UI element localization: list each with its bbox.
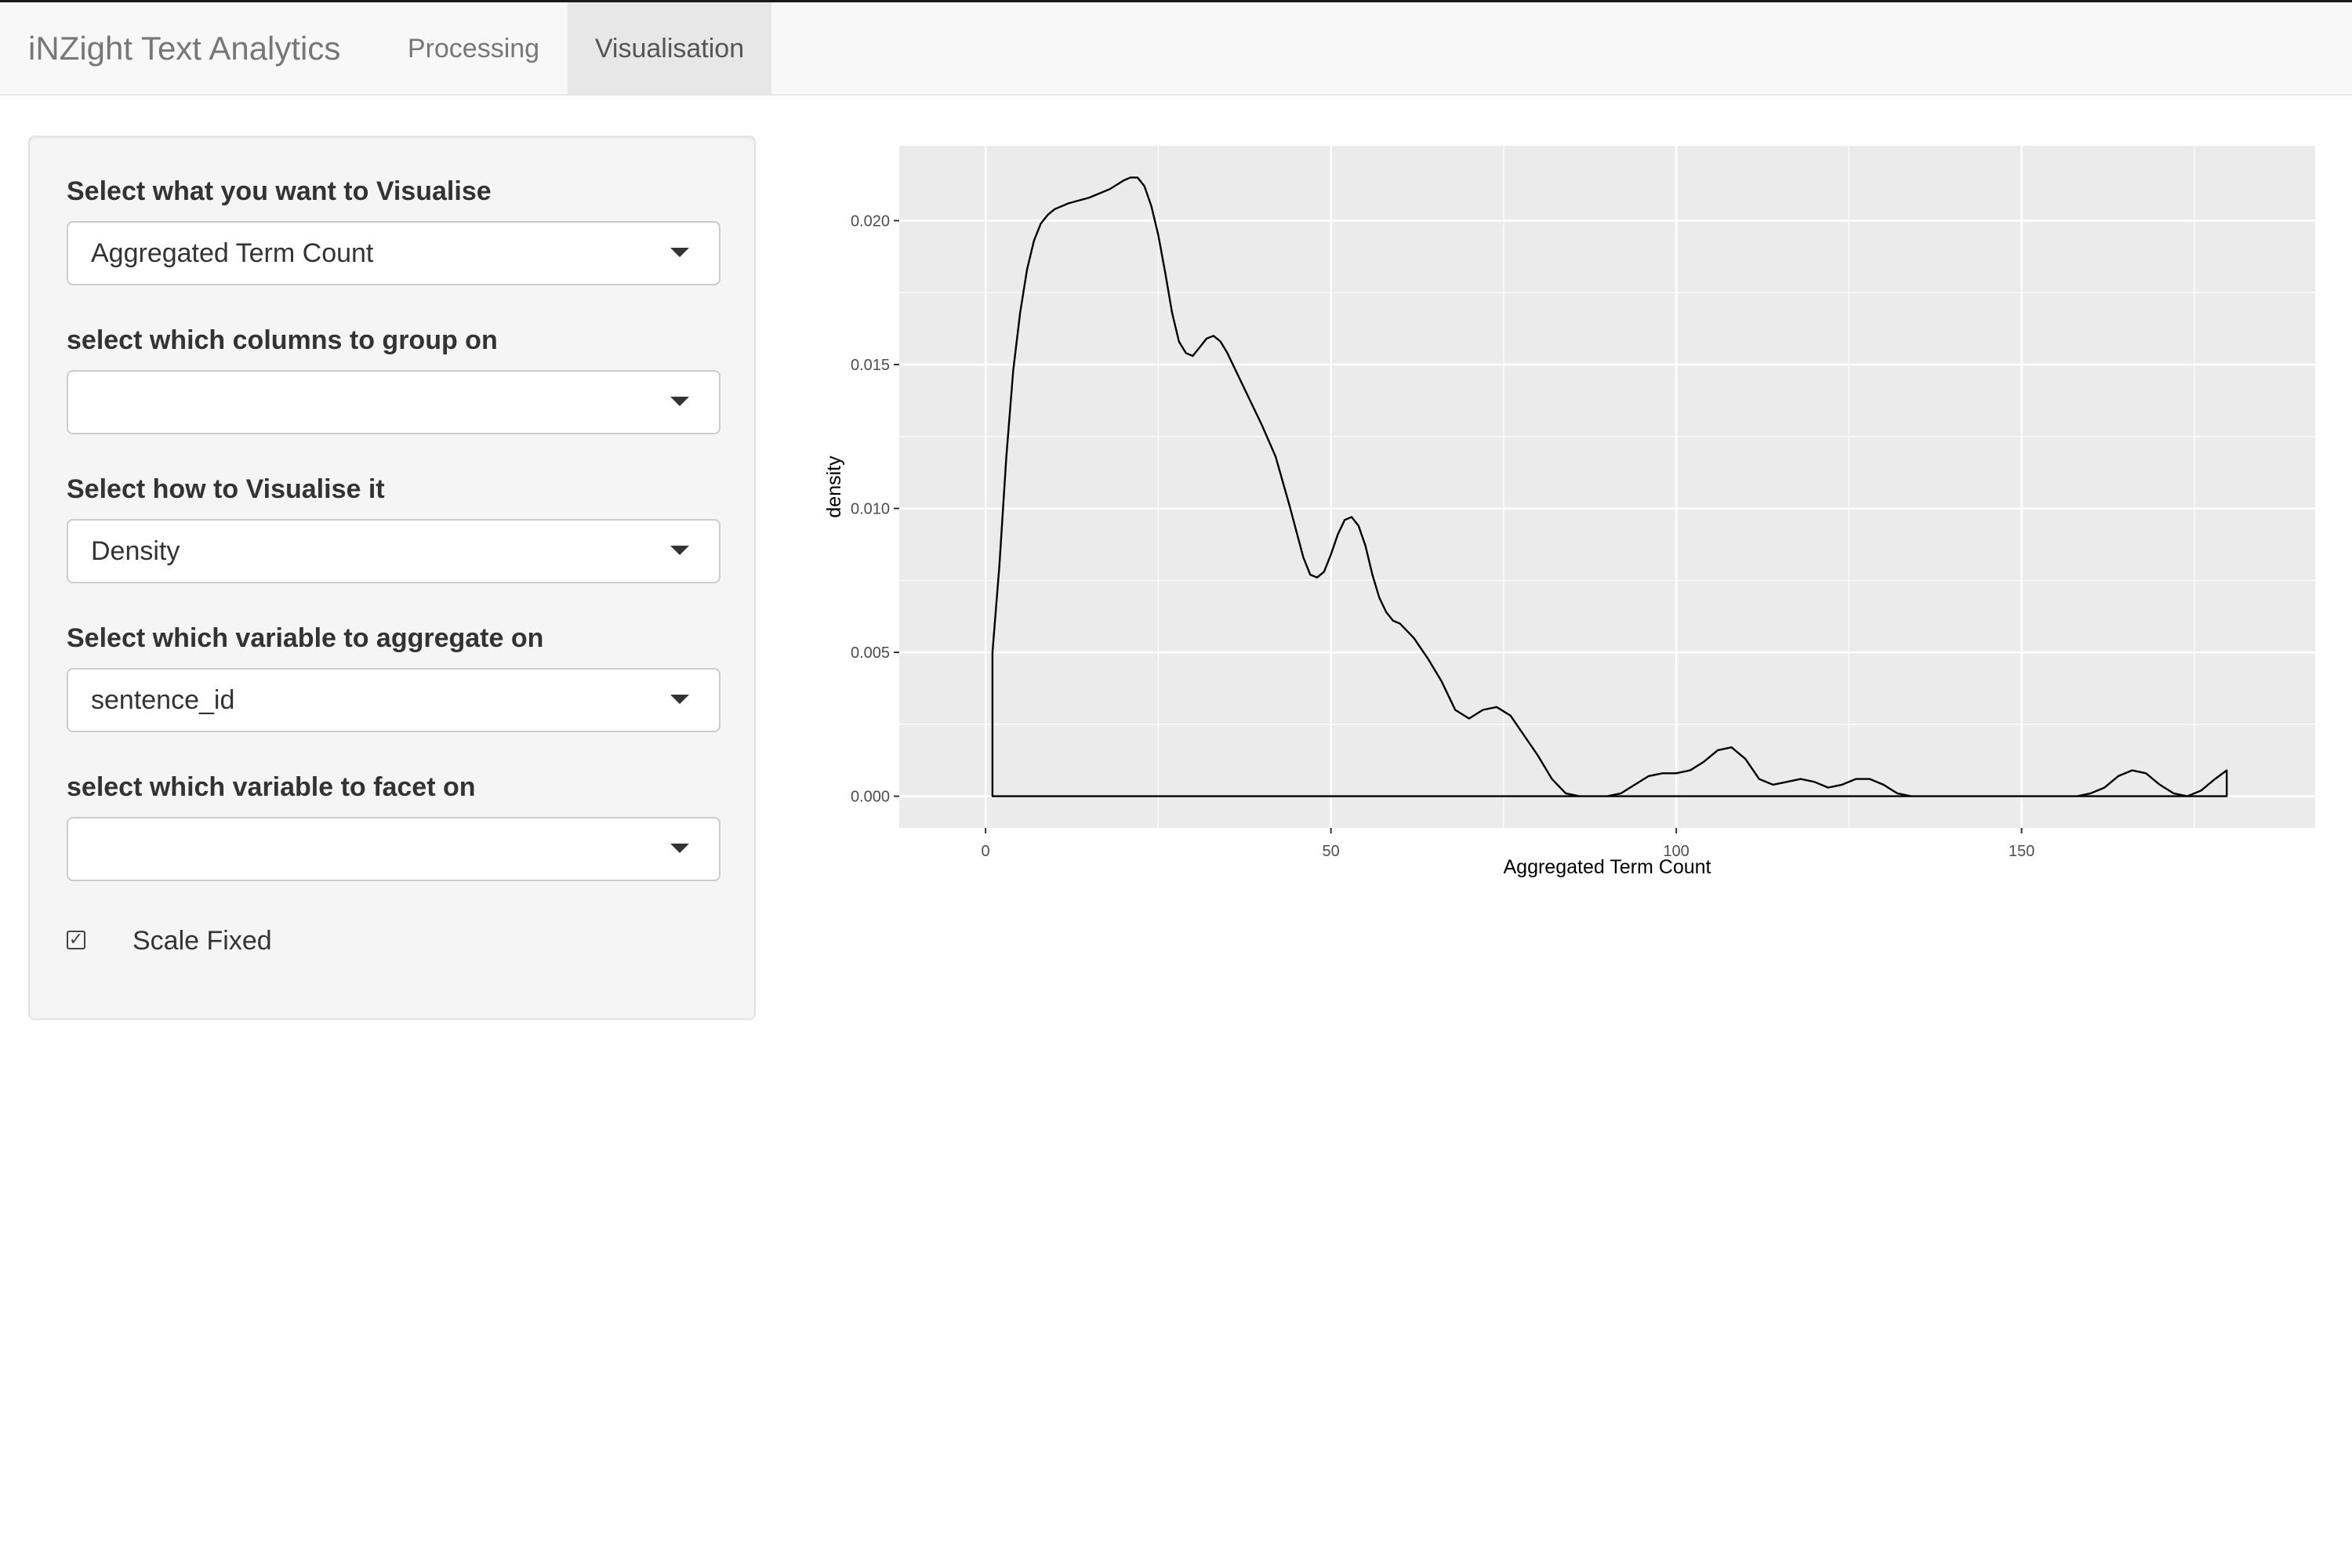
y-tick-label: 0.005 [851,644,890,662]
y-tick-label: 0.015 [851,357,890,374]
aggregate-variable-label: Select which variable to aggregate on [67,623,544,653]
chevron-down-icon [670,546,689,555]
y-tick-label: 0.010 [851,501,890,518]
density-plot: 0 50 100 150 0.000 0.005 0.010 0.015 0.020 Aggre… [823,146,2315,878]
chevron-down-icon [670,695,689,704]
visualise-how-label: Select how to Visualise it [67,474,385,504]
visualise-how-select[interactable]: Density [67,519,720,583]
chevron-down-icon [670,248,689,257]
x-tick-label: 100 [1663,843,1689,860]
navbar: iNZight Text Analytics Processing Visual… [0,0,2352,96]
x-axis-title: Aggregated Term Count [1504,856,1711,878]
tab-processing[interactable]: Processing [407,34,540,64]
aggregate-variable-value: sentence_id [91,685,235,715]
visualise-what-label: Select what you want to Visualise [67,176,492,206]
x-tick-label: 0 [982,843,990,860]
y-tick-label: 0.020 [851,212,890,230]
facet-variable-select[interactable] [67,817,720,881]
visualise-how-value: Density [91,536,180,566]
tab-visualisation[interactable]: Visualisation [568,2,771,95]
x-tick-label: 150 [2009,843,2034,860]
chevron-down-icon [670,397,689,406]
sidebar-panel: Select what you want to Visualise Aggreg… [28,136,756,1020]
plot-axes: 0 50 100 150 0.000 0.005 0.010 0.015 0.020 [851,212,2034,860]
scale-fixed-label: Scale Fixed [132,926,272,956]
group-columns-label: select which columns to group on [67,325,498,355]
plot-data [991,176,2228,797]
chevron-down-icon [670,844,689,853]
y-axis-title: density [823,456,845,518]
density-curve [991,176,2228,797]
visualise-what-value: Aggregated Term Count [91,238,374,268]
x-tick-label: 50 [1322,843,1339,860]
plot-panel-background [899,146,2315,828]
group-columns-select[interactable] [67,370,720,434]
y-tick-label: 0.000 [851,789,890,806]
visualise-what-select[interactable]: Aggregated Term Count [67,221,720,285]
scale-fixed-checkbox[interactable]: ✓ [67,931,85,949]
app-brand-title[interactable]: iNZight Text Analytics [28,30,341,67]
aggregate-variable-select[interactable]: sentence_id [67,668,720,732]
facet-variable-label: select which variable to facet on [67,772,476,802]
